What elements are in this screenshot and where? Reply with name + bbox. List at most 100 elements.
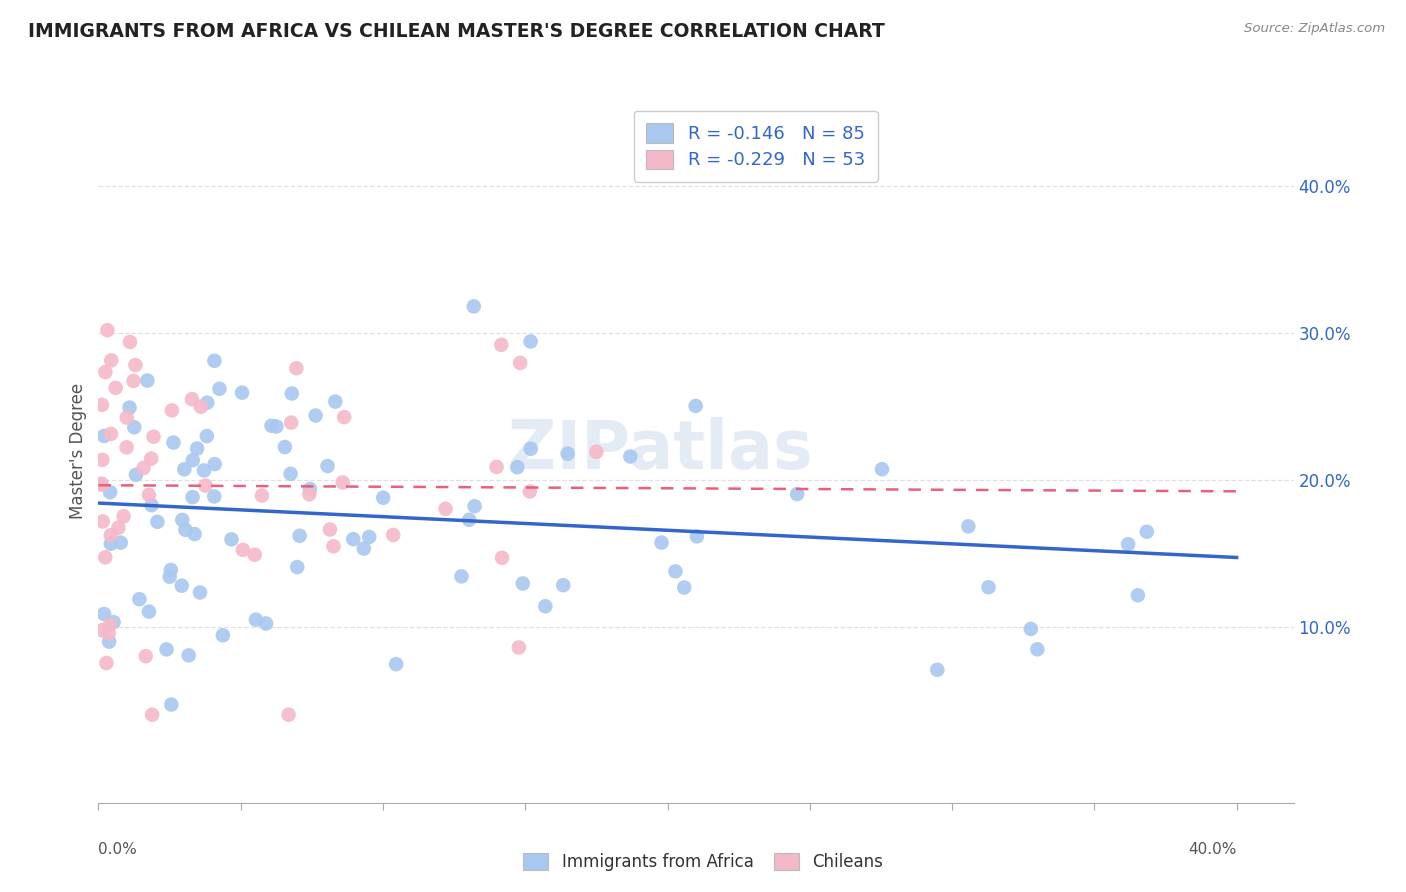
Point <box>673 581 696 595</box>
Point <box>97 626 120 640</box>
Point <box>927 663 949 677</box>
Point <box>181 453 204 467</box>
Text: 40.0%: 40.0% <box>1188 841 1237 856</box>
Legend: R = -0.146   N = 85, R = -0.229   N = 53: R = -0.146 N = 85, R = -0.229 N = 53 <box>634 111 877 182</box>
Point <box>359 530 381 544</box>
Point <box>212 628 235 642</box>
Point <box>190 400 212 414</box>
Point <box>141 451 163 466</box>
Point <box>686 529 709 543</box>
Point <box>138 488 160 502</box>
Point <box>181 490 204 504</box>
Point <box>100 353 122 368</box>
Point <box>177 648 200 663</box>
Point <box>112 509 135 524</box>
Text: 0.0%: 0.0% <box>98 841 138 856</box>
Point <box>100 528 122 542</box>
Point <box>174 523 197 537</box>
Point <box>173 462 195 476</box>
Point <box>160 698 183 712</box>
Point <box>162 435 184 450</box>
Point <box>1026 642 1049 657</box>
Point <box>373 491 395 505</box>
Point <box>115 410 138 425</box>
Point <box>319 523 342 537</box>
Point <box>122 374 145 388</box>
Point <box>98 618 121 632</box>
Point <box>485 459 508 474</box>
Point <box>160 403 183 417</box>
Point <box>124 358 146 372</box>
Point <box>491 337 513 351</box>
Point <box>245 613 267 627</box>
Point <box>458 513 481 527</box>
Point <box>281 386 304 401</box>
Point <box>128 592 150 607</box>
Point <box>188 585 211 599</box>
Point <box>136 374 159 388</box>
Point <box>104 381 127 395</box>
Point <box>90 476 112 491</box>
Point <box>170 579 193 593</box>
Point <box>288 529 311 543</box>
Point <box>100 537 122 551</box>
Point <box>183 527 205 541</box>
Point <box>277 707 299 722</box>
Point <box>664 564 686 578</box>
Point <box>274 440 297 454</box>
Point <box>124 420 146 434</box>
Point <box>266 419 288 434</box>
Point <box>159 563 181 577</box>
Point <box>208 382 231 396</box>
Point <box>534 599 557 614</box>
Point <box>519 442 541 456</box>
Point <box>463 299 485 313</box>
Point <box>491 550 513 565</box>
Point <box>619 450 641 464</box>
Point <box>194 478 217 492</box>
Point <box>506 460 529 475</box>
Point <box>519 334 541 349</box>
Point <box>103 615 125 629</box>
Y-axis label: Master's Degree: Master's Degree <box>69 383 87 518</box>
Point <box>385 657 408 672</box>
Point <box>1019 622 1042 636</box>
Point <box>519 484 541 499</box>
Point <box>93 429 115 443</box>
Text: Source: ZipAtlas.com: Source: ZipAtlas.com <box>1244 22 1385 36</box>
Point <box>260 418 283 433</box>
Point <box>159 570 181 584</box>
Point <box>91 453 114 467</box>
Point <box>382 528 405 542</box>
Point <box>125 467 148 482</box>
Text: ZIPatlas: ZIPatlas <box>508 417 813 483</box>
Point <box>204 457 226 471</box>
Point <box>323 394 346 409</box>
Point <box>509 356 531 370</box>
Point <box>138 605 160 619</box>
Point <box>231 385 253 400</box>
Point <box>202 353 225 368</box>
Point <box>93 607 115 621</box>
Point <box>464 499 486 513</box>
Point <box>280 467 302 481</box>
Point <box>91 515 114 529</box>
Point <box>557 447 579 461</box>
Point <box>186 442 208 456</box>
Point <box>232 542 254 557</box>
Point <box>96 656 118 670</box>
Point <box>135 649 157 664</box>
Point <box>434 501 457 516</box>
Point <box>172 513 194 527</box>
Point <box>1116 537 1139 551</box>
Point <box>304 409 326 423</box>
Point <box>957 519 980 533</box>
Point <box>285 560 308 574</box>
Point <box>90 624 112 638</box>
Point <box>322 539 344 553</box>
Point <box>353 541 375 556</box>
Point <box>333 410 356 425</box>
Point <box>155 642 177 657</box>
Text: IMMIGRANTS FROM AFRICA VS CHILEAN MASTER'S DEGREE CORRELATION CHART: IMMIGRANTS FROM AFRICA VS CHILEAN MASTER… <box>28 22 884 41</box>
Point <box>90 477 112 491</box>
